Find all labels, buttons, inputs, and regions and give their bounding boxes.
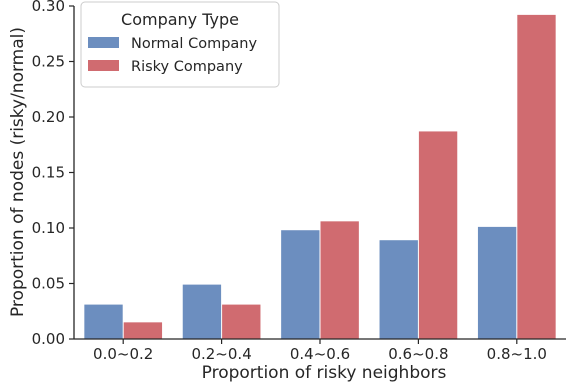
bar-normal-3 <box>379 240 418 339</box>
x-tick-label: 0.0~0.2 <box>93 345 153 363</box>
legend-swatch-normal <box>88 37 119 48</box>
y-axis-label: Proportion of nodes (risky/normal) <box>8 27 28 317</box>
legend-label-risky: Risky Company <box>131 59 243 75</box>
bar-risky-1 <box>222 304 261 339</box>
bar-normal-2 <box>281 230 320 339</box>
x-tick-label: 0.6~0.8 <box>388 345 448 363</box>
x-axis-label: Proportion of risky neighbors <box>202 363 447 383</box>
y-tick-label: 0.30 <box>32 0 65 15</box>
bar-risky-0 <box>123 322 163 339</box>
bar-risky-2 <box>320 221 359 339</box>
legend-title: Company Type <box>121 10 239 29</box>
x-tick-labels: 0.0~0.2 0.2~0.4 0.4~0.6 0.6~0.8 0.8~1.0 <box>93 339 547 363</box>
x-tick-label: 0.2~0.4 <box>191 345 251 363</box>
y-tick-label: 0.10 <box>32 219 65 237</box>
bar-normal-4 <box>477 226 517 339</box>
legend-label-normal: Normal Company <box>131 36 257 52</box>
legend-swatch-risky <box>88 60 119 71</box>
y-tick-label: 0.00 <box>32 330 65 348</box>
bar-risky-3 <box>418 131 458 339</box>
y-tick-label: 0.20 <box>32 108 65 126</box>
bar-risky-4 <box>517 14 556 339</box>
bar-normal-0 <box>84 304 123 339</box>
bar-normal-1 <box>182 284 222 339</box>
x-tick-label: 0.4~0.6 <box>290 345 350 363</box>
legend-frame <box>80 1 280 88</box>
y-tick-labels: 0.00 0.05 0.10 0.15 0.20 0.25 0.30 <box>32 0 74 348</box>
legend: Company Type Normal Company Risky Compan… <box>80 1 280 88</box>
bars-layer <box>84 14 556 339</box>
y-tick-label: 0.15 <box>32 164 65 182</box>
y-tick-label: 0.05 <box>32 275 65 293</box>
y-tick-label: 0.25 <box>32 53 65 71</box>
x-tick-label: 0.8~1.0 <box>487 345 547 363</box>
